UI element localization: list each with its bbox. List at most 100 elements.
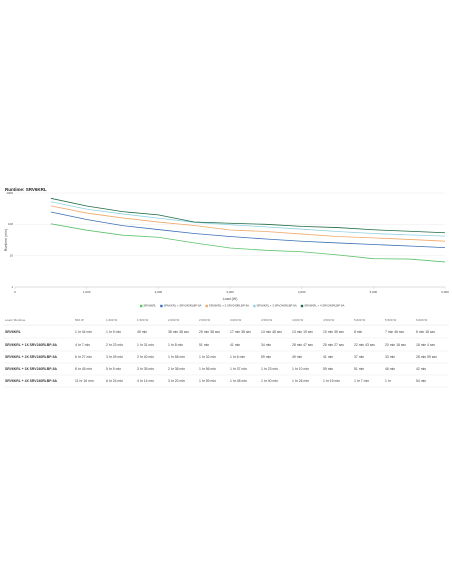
x-tick-label: 5,000 xyxy=(370,290,378,294)
table-cell: 33 min xyxy=(385,355,395,359)
table-cell: 28 min 59 sec xyxy=(416,355,437,359)
table-cell: 54 min xyxy=(416,379,426,383)
table-cell: 6 min 18 sec xyxy=(416,330,436,334)
table-cell: 1 hr 40 min xyxy=(261,379,278,383)
table-cell: 2 hr 38 min xyxy=(168,367,185,371)
table-cell: 1 hr 7 min xyxy=(354,379,369,383)
table-cell: 1 hr 6 min xyxy=(230,355,245,359)
y-axis-label: Runtime (min) xyxy=(4,229,8,252)
table-cell: 4 hr 7 min xyxy=(75,343,90,347)
x-tick-label: 6,000 xyxy=(441,290,449,294)
table-cell: 25 min 27 sec xyxy=(323,343,344,347)
y-tick-label: 1 xyxy=(11,285,13,289)
table-header: 500 W xyxy=(75,318,84,322)
row-label: SRV6KRL + 1X SRV240RLBP-9A xyxy=(5,343,57,347)
y-tick-label: 100 xyxy=(8,222,13,226)
table-cell: 13 min 19 sec xyxy=(292,330,313,334)
table-cell: 1 hr 48 min xyxy=(230,379,247,383)
table-cell: 34 min xyxy=(261,343,271,347)
series-line xyxy=(50,197,446,234)
chart-title: Runtime: SRV6KRL xyxy=(5,187,47,192)
table-cell: 8 min xyxy=(354,330,362,334)
legend-swatch xyxy=(205,304,208,308)
table-cell: 45 min xyxy=(137,330,147,334)
table-cell: 18 min 4 sec xyxy=(416,343,436,347)
table-cell: 1 hr 10 min xyxy=(292,367,309,371)
table-cell: 46 min xyxy=(385,367,395,371)
table-header: 5,500 W xyxy=(385,318,396,322)
y-tick-label: 10 xyxy=(10,253,14,257)
table-cell: 28 min 47 sec xyxy=(292,343,313,347)
table-header: 1,500 W xyxy=(137,318,148,322)
table-cell: 1 hr 37 min xyxy=(230,367,247,371)
table-cell: 7 min 46 sec xyxy=(385,330,405,334)
table-cell: 1 hr 59 min xyxy=(199,379,216,383)
table-cell: 1 hr 23 min xyxy=(261,367,278,371)
table-cell: 3 hr 20 min xyxy=(168,379,185,383)
table-header: Load / Runtime xyxy=(5,318,26,322)
table-header: 2,500 W xyxy=(199,318,210,322)
table-cell: 1 hr 31 min xyxy=(137,343,154,347)
table-cell: 17 min 38 sec xyxy=(230,330,251,334)
x-tick-label: 0 xyxy=(14,290,16,294)
table-cell: 1 hr 44 min xyxy=(75,330,92,334)
table-header: 3,500 W xyxy=(261,318,272,322)
legend-label: SRV6KRL + 2 SRV240RLBP-9A xyxy=(209,304,249,308)
table-cell: 1 hr 19 min xyxy=(323,379,340,383)
table-header: 5,000 W xyxy=(354,318,365,322)
table-cell: 59 min xyxy=(323,367,333,371)
table-cell: 2 hr 23 min xyxy=(106,343,123,347)
table-header: 4,000 W xyxy=(292,318,303,322)
legend-swatch xyxy=(300,304,304,308)
table-header: 6,000 W xyxy=(416,318,427,322)
table-cell: 14 min 48 sec xyxy=(261,330,282,334)
table-cell: 1 hr 32 min xyxy=(199,355,216,359)
x-tick-label: 2,000 xyxy=(155,290,163,294)
y-tick-label: 1000 xyxy=(6,191,13,195)
table-cell: 20 min 18 sec xyxy=(385,343,406,347)
series-line xyxy=(50,223,446,263)
table-cell: 41 min xyxy=(323,355,333,359)
table-cell: 49 min xyxy=(292,355,302,359)
table-cell: 22 min 43 sec xyxy=(354,343,375,347)
row-label: SRV6KRL + 3X SRV240RLBP-9A xyxy=(5,367,57,371)
table-cell: 6 hr 27 min xyxy=(75,355,92,359)
legend-label: SRV6KRL + SRV240RLBP-9A xyxy=(164,304,202,308)
table-cell: 59 min xyxy=(261,355,271,359)
table-cell: 41 min xyxy=(230,343,240,347)
table-cell: 1 hr 5 min xyxy=(106,330,121,334)
table-cell: 2 hr 40 min xyxy=(137,355,154,359)
row-label: SRV6KRL + 2X SRV240RLBP-9A xyxy=(5,355,57,359)
legend-label: SRV6KRL + 3 SRV240RLBP-9A xyxy=(257,304,297,308)
table-cell: 4 hr 14 min xyxy=(137,379,154,383)
series-line xyxy=(50,211,446,248)
table-cell: 3 hr 49 min xyxy=(106,355,123,359)
table-cell: 51 min xyxy=(199,343,209,347)
table-cell: 1 hr 58 min xyxy=(168,355,185,359)
legend-swatch xyxy=(160,304,163,308)
legend-swatch xyxy=(253,304,256,308)
table-header: 2,000 W xyxy=(168,318,179,322)
table-cell: 25 min 38 sec xyxy=(199,330,220,334)
legend-label: SRV6KRL + 4 SRV240RLBP-9A xyxy=(304,304,344,308)
table-cell: 5 hr 5 min xyxy=(106,367,121,371)
series-line xyxy=(50,201,446,237)
table-header: 1,000 W xyxy=(106,318,117,322)
table-cell: 1 hr 26 min xyxy=(292,379,309,383)
x-axis-label: Load (W) xyxy=(223,297,238,301)
table-header: 3,000 W xyxy=(230,318,241,322)
x-tick-label: 3,000 xyxy=(226,290,234,294)
x-tick-label: 4,000 xyxy=(298,290,306,294)
table-cell: 3 hr 35 min xyxy=(137,367,154,371)
table-cell: 1 hr xyxy=(385,379,392,383)
table-cell: 11 hr 16 min xyxy=(75,379,94,383)
x-tick-label: 1,000 xyxy=(83,290,91,294)
table-cell: 1 hr 8 min xyxy=(168,343,183,347)
row-label: SRV6KRL + 4X SRV240RLBP-9A xyxy=(5,379,57,383)
table-header: 4,500 W xyxy=(323,318,334,322)
legend-label: SRV6KRL xyxy=(143,304,156,308)
row-label: SRV6KRL xyxy=(5,330,21,334)
table-cell: 6 hr 24 min xyxy=(106,379,123,383)
